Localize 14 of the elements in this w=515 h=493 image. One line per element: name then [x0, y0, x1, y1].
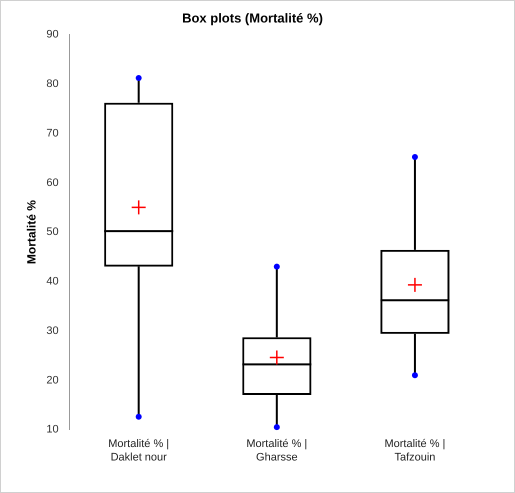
- x-tick-label: Mortalité % | Daklet nour: [108, 438, 170, 464]
- y-tick-label: 10: [46, 424, 59, 436]
- y-axis-title: Mortalité %: [24, 200, 39, 264]
- chart-title: Box plots (Mortalité %): [182, 10, 323, 26]
- y-tick-label: 50: [46, 226, 59, 238]
- x-tick-label: Mortalité % | Tafzouin: [384, 438, 446, 464]
- y-tick-label: 80: [46, 78, 59, 90]
- y-tick-label: 20: [46, 374, 59, 386]
- y-tick-label: 40: [46, 276, 59, 288]
- x-tick-label: Mortalité % | Gharsse: [246, 438, 308, 464]
- y-tick-label: 90: [46, 28, 59, 41]
- y-tick-label: 70: [46, 127, 59, 140]
- y-tick-label: 60: [46, 176, 59, 189]
- y-tick-label: 30: [46, 324, 59, 337]
